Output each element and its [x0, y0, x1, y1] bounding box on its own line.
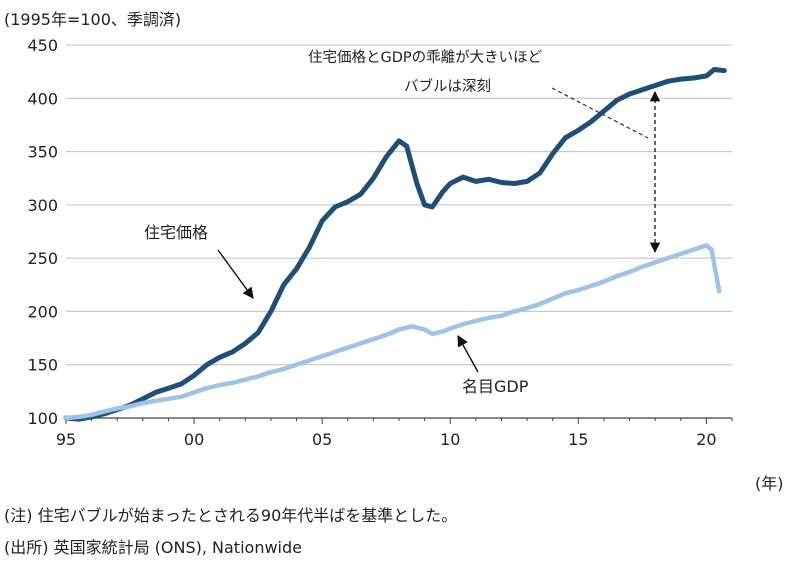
gdp-pointer: [457, 335, 479, 373]
y-tick-label-300: 300: [27, 196, 58, 215]
y-tick-label-100: 100: [27, 409, 58, 428]
x-tick-label-15: 15: [568, 430, 588, 449]
x-tick-label-95: 95: [56, 430, 76, 449]
y-tick-label-150: 150: [27, 356, 58, 375]
note-text: (注) 住宅バブルが始まったとされる90年代半ばを基準とした。: [4, 506, 458, 525]
y-tick-label-250: 250: [27, 249, 58, 268]
x-tick-label-20: 20: [696, 430, 716, 449]
y-axis: 100 150 200 250 300 350 400 450: [27, 36, 58, 428]
x-unit-label: (年): [755, 474, 784, 493]
series-lines: [63, 67, 727, 422]
series-line-house-price: [63, 67, 727, 422]
x-axis: 95 00 05 10 15 20: [56, 417, 733, 449]
line-chart: 100 150 200 250 300 350 400 450 95 00 05 10 15 20 住宅…: [27, 36, 733, 449]
x-tick-label-05: 05: [312, 430, 332, 449]
y-tick-label-450: 450: [27, 36, 58, 55]
y-tick-label-200: 200: [27, 302, 58, 321]
gdp-label: 名目GDP: [462, 377, 529, 396]
series-line-nominal-gdp: [63, 243, 722, 421]
unit-label: (1995年=100、季調済): [4, 10, 182, 29]
y-tick-label-400: 400: [27, 89, 58, 108]
source-text: (出所) 英国家統計局 (ONS), Nationwide: [4, 538, 302, 557]
x-tick-label-00: 00: [184, 430, 204, 449]
gap-annotation-line1: 住宅価格とGDPの乖離が大きいほど: [308, 48, 543, 66]
gridlines: [66, 44, 732, 366]
house-price-label: 住宅価格: [144, 223, 208, 242]
house-price-pointer: [217, 249, 254, 299]
y-tick-label-350: 350: [27, 143, 58, 162]
gap-annotation-line2: バブルは深刻: [404, 77, 491, 95]
x-tick-label-10: 10: [440, 430, 460, 449]
